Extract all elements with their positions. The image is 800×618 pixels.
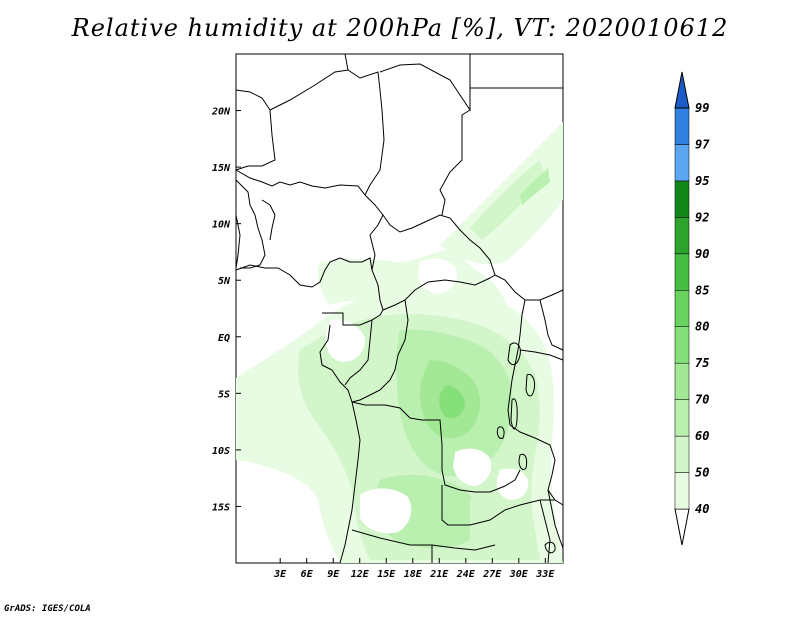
map-panel (235, 53, 564, 564)
latitude-ticks: 20N 15N 10N 5N EQ 5S 10S 15S (211, 107, 241, 513)
colorbar-swatch (674, 180, 690, 218)
lat-tick-label: 10S (212, 446, 230, 457)
longitude-ticks: 3E 6E 9E 12E 15E 18E 21E 24E 27E 30E 33E (273, 558, 555, 580)
colorbar-swatch (674, 435, 690, 473)
colorbar-upper-extension (674, 71, 690, 109)
lon-tick-label: 12E (351, 569, 370, 580)
lon-tick-label: 24E (456, 569, 476, 580)
lat-tick-label: 15S (212, 502, 230, 513)
colorbar-level-label: 40 (695, 502, 709, 516)
colorbar-level-label: 75 (695, 356, 709, 370)
lat-tick-label: 10N (212, 220, 231, 231)
colorbar-level-label: 60 (695, 429, 709, 443)
colorbar-swatch (674, 144, 690, 182)
colorbar-swatch (674, 362, 690, 400)
lat-tick-label: 5N (218, 276, 231, 287)
colorbar-swatch (674, 253, 690, 291)
colorbar-swatch (674, 290, 690, 327)
colorbar-swatch (674, 472, 690, 510)
lat-tick-label: 20N (211, 107, 231, 118)
colorbar-swatch (674, 326, 690, 364)
colorbar-level-label: 90 (695, 247, 709, 261)
colorbar-swatch (674, 217, 690, 255)
colorbar-swatch (674, 399, 690, 437)
grads-credit: GrADS: IGES/COLA (4, 604, 91, 614)
colorbar-level-label: 85 (695, 283, 709, 297)
colorbar-level-label: 92 (695, 210, 709, 224)
colorbar-level-label: 50 (695, 466, 709, 480)
lon-tick-label: 6E (301, 569, 314, 580)
lat-tick-label: EQ (218, 333, 230, 344)
colorbar-lower-extension (674, 508, 690, 546)
lat-tick-label: 5S (218, 389, 230, 400)
colorbar-level-label: 70 (695, 393, 709, 407)
colorbar-level-label: 80 (695, 320, 709, 334)
colorbar-swatch (674, 107, 690, 145)
lon-tick-label: 18E (404, 569, 423, 580)
map-title: Relative humidity at 200hPa [%], VT: 202… (71, 14, 729, 42)
colorbar: 40 50 60 70 75 80 85 90 92 95 97 99 (674, 71, 710, 546)
lon-tick-label: 15E (377, 569, 396, 580)
lon-tick-label: 3E (273, 569, 287, 580)
humidity-shading (236, 122, 563, 563)
lakes (496, 342, 556, 554)
colorbar-level-label: 95 (695, 174, 709, 188)
lon-tick-label: 33E (535, 569, 555, 580)
lon-tick-label: 30E (509, 569, 529, 580)
lon-tick-label: 21E (429, 569, 449, 580)
lat-tick-label: 15N (212, 163, 231, 174)
colorbar-level-label: 99 (695, 101, 709, 115)
lon-tick-label: 9E (327, 569, 340, 580)
lon-tick-label: 27E (482, 569, 502, 580)
country-borders (235, 53, 564, 564)
colorbar-level-label: 97 (695, 137, 710, 151)
